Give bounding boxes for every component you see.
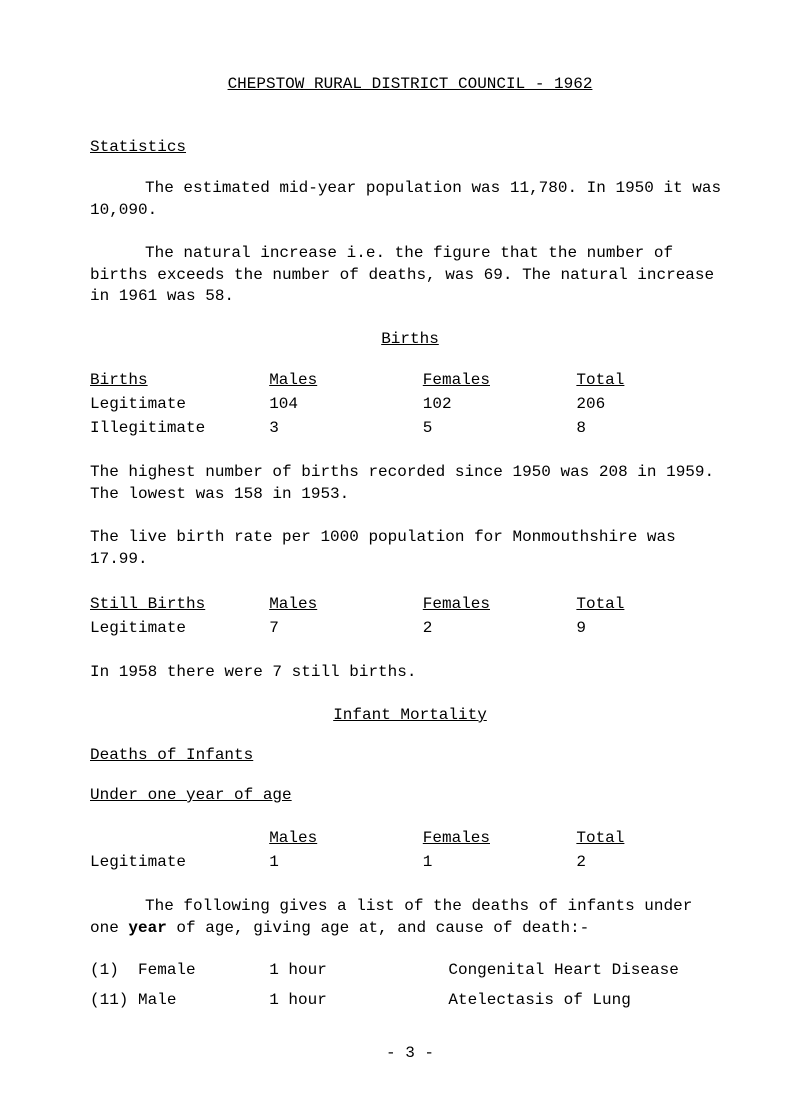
death-cause: Atelectasis of Lung xyxy=(448,991,730,1009)
under-one-year-heading: Under one year of age xyxy=(90,786,730,804)
statistics-heading: Statistics xyxy=(90,138,730,156)
th-males: Males xyxy=(269,592,423,616)
births-table: Births Males Females Total Legitimate 10… xyxy=(90,368,730,440)
cell-females: 2 xyxy=(423,616,577,640)
th-still-births: Still Births xyxy=(90,592,269,616)
still-births-table: Still Births Males Females Total Legitim… xyxy=(90,592,730,640)
cell-total: 2 xyxy=(576,850,730,874)
cell-females: 1 xyxy=(423,850,577,874)
births-live-rate: The live birth rate per 1000 population … xyxy=(90,527,730,570)
table-header-row: Still Births Males Females Total xyxy=(90,592,730,616)
th-births: Births xyxy=(90,368,269,392)
death-num-sex: (1) Female xyxy=(90,961,269,979)
statistics-para2: The natural increase i.e. the figure tha… xyxy=(90,243,730,308)
infant-deaths-table: Males Females Total Legitimate 1 1 2 xyxy=(90,826,730,874)
th-total: Total xyxy=(576,592,730,616)
cell-label: Legitimate xyxy=(90,616,269,640)
th-females: Females xyxy=(423,368,577,392)
death-time: 1 hour xyxy=(269,991,448,1009)
still-births-note: In 1958 there were 7 still births. xyxy=(90,662,730,684)
death-time: 1 hour xyxy=(269,961,448,979)
cell-males: 7 xyxy=(269,616,423,640)
cell-total: 206 xyxy=(576,392,730,416)
following-para: The following gives a list of the deaths… xyxy=(90,896,730,939)
cell-label: Illegitimate xyxy=(90,416,269,440)
th-total: Total xyxy=(576,368,730,392)
cell-males: 3 xyxy=(269,416,423,440)
table-row: Legitimate 1 1 2 xyxy=(90,850,730,874)
death-num-sex: (11) Male xyxy=(90,991,269,1009)
death-list-item: (1) Female 1 hour Congenital Heart Disea… xyxy=(90,961,730,979)
page-number: - 3 - xyxy=(90,1044,730,1062)
infant-mortality-heading: Infant Mortality xyxy=(90,706,730,724)
deaths-of-infants-heading: Deaths of Infants xyxy=(90,746,730,764)
cell-total: 8 xyxy=(576,416,730,440)
th-blank xyxy=(90,826,269,850)
table-row: Legitimate 7 2 9 xyxy=(90,616,730,640)
table-header-row: Males Females Total xyxy=(90,826,730,850)
cell-label: Legitimate xyxy=(90,850,269,874)
cell-females: 102 xyxy=(423,392,577,416)
cell-females: 5 xyxy=(423,416,577,440)
cell-label: Legitimate xyxy=(90,392,269,416)
th-males: Males xyxy=(269,826,423,850)
th-females: Females xyxy=(423,826,577,850)
statistics-para1: The estimated mid-year population was 11… xyxy=(90,178,730,221)
death-cause: Congenital Heart Disease xyxy=(448,961,730,979)
cell-males: 1 xyxy=(269,850,423,874)
table-row: Legitimate 104 102 206 xyxy=(90,392,730,416)
cell-total: 9 xyxy=(576,616,730,640)
th-females: Females xyxy=(423,592,577,616)
births-highest: The highest number of births recorded si… xyxy=(90,462,730,505)
th-males: Males xyxy=(269,368,423,392)
th-total: Total xyxy=(576,826,730,850)
table-header-row: Births Males Females Total xyxy=(90,368,730,392)
doc-title: CHEPSTOW RURAL DISTRICT COUNCIL - 1962 xyxy=(90,75,730,93)
cell-males: 104 xyxy=(269,392,423,416)
death-list-item: (11) Male 1 hour Atelectasis of Lung xyxy=(90,991,730,1009)
table-row: Illegitimate 3 5 8 xyxy=(90,416,730,440)
births-heading: Births xyxy=(90,330,730,348)
